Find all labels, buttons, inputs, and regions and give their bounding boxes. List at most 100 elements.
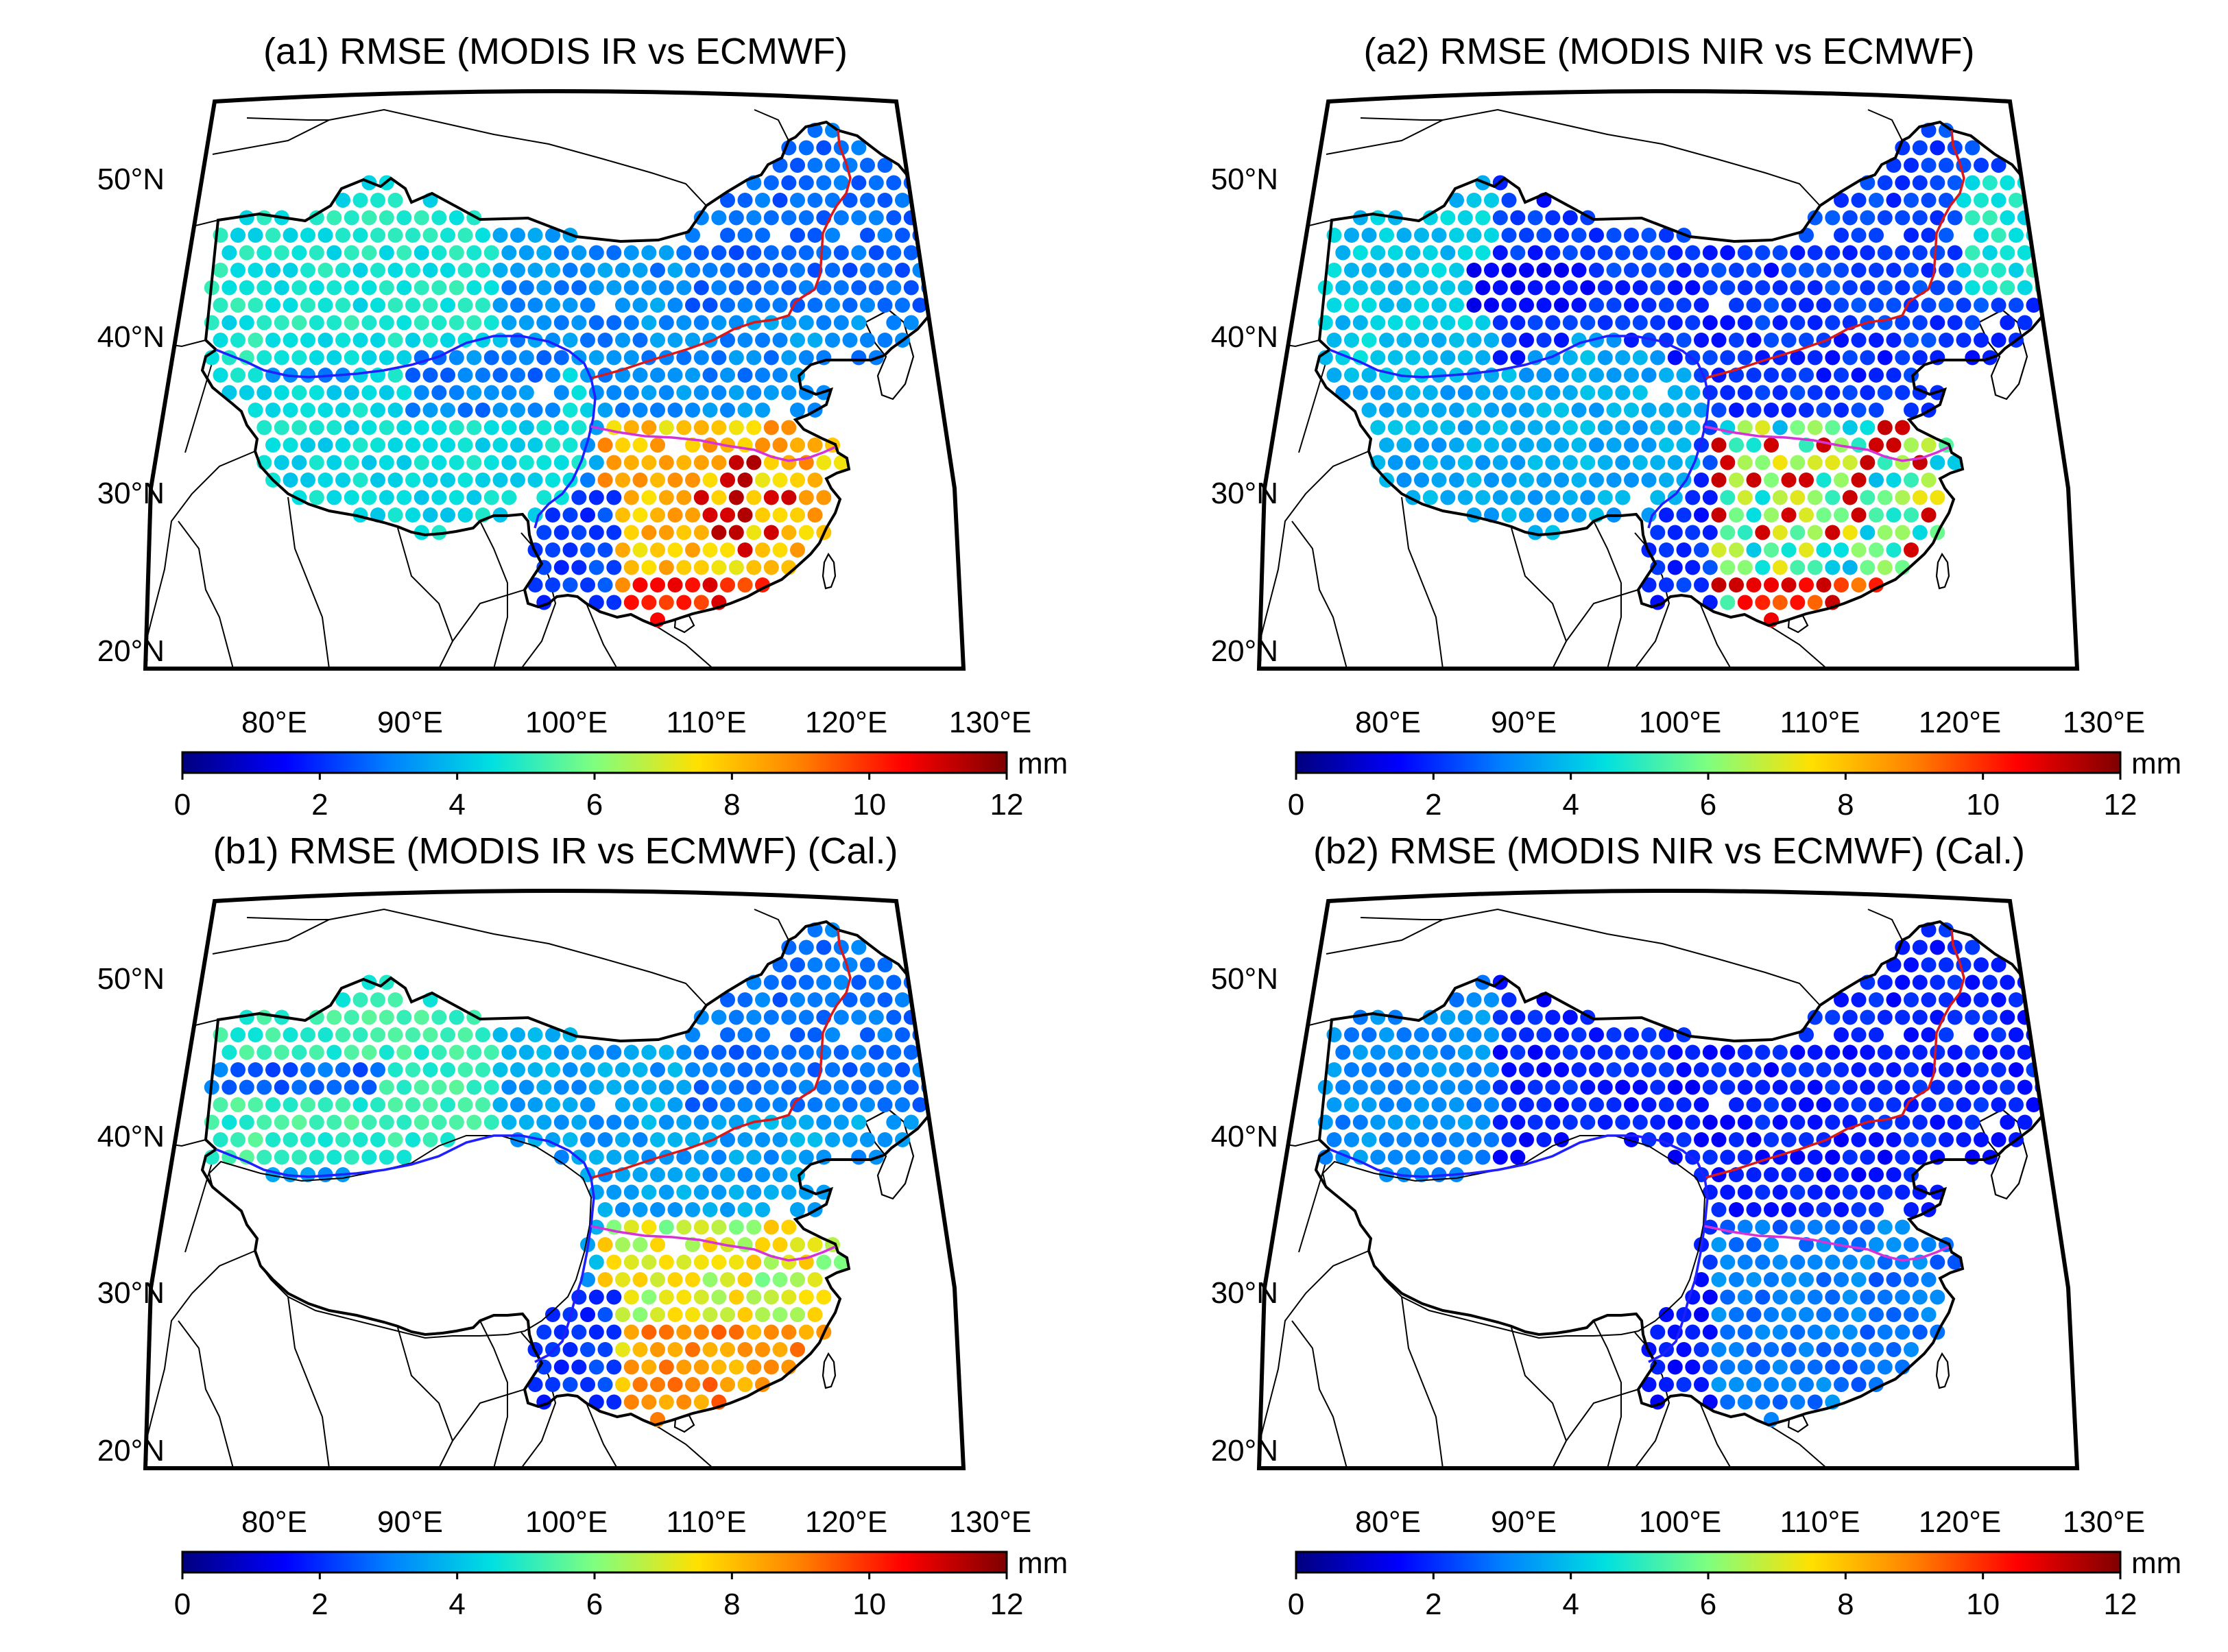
rmse-point <box>361 245 377 261</box>
rmse-point <box>1877 1009 1893 1025</box>
rmse-point <box>1484 438 1499 453</box>
rmse-point <box>1510 420 1526 435</box>
rmse-point <box>868 1009 884 1025</box>
rmse-point <box>1834 228 1849 243</box>
rmse-point <box>755 228 770 243</box>
rmse-point <box>318 472 333 488</box>
blue-boundary-line <box>1329 1134 1709 1363</box>
rmse-point <box>1746 1062 1762 1077</box>
rmse-point <box>825 957 840 972</box>
rmse-point <box>930 1062 945 1077</box>
red-boundary-line <box>589 929 852 1180</box>
rmse-point <box>283 472 298 488</box>
rmse-point <box>1422 1044 1438 1060</box>
rmse-point <box>676 1184 692 1200</box>
rmse-point <box>291 1114 307 1130</box>
rmse-point <box>1676 298 1692 313</box>
colorbar-tick-label: 0 <box>174 1588 191 1621</box>
country-border <box>1401 496 1444 669</box>
rmse-point <box>1869 577 1884 592</box>
rmse-point <box>1746 1237 1762 1252</box>
rmse-point <box>1440 385 1456 400</box>
rmse-point <box>553 315 569 331</box>
rmse-point <box>1895 315 1910 331</box>
rmse-point <box>370 1027 385 1042</box>
country-border <box>654 625 714 669</box>
rmse-point <box>597 1062 613 1077</box>
rmse-point <box>650 368 665 383</box>
rmse-point <box>1387 420 1403 435</box>
rmse-point <box>1764 1237 1779 1252</box>
rmse-point <box>1667 560 1683 575</box>
country-border <box>246 917 329 920</box>
rmse-point <box>1834 193 1849 208</box>
rmse-point <box>1755 1219 1771 1235</box>
rmse-point <box>1676 1062 1692 1077</box>
country-border <box>397 1327 454 1468</box>
rmse-point <box>1659 1097 1674 1112</box>
rmse-point <box>1510 490 1526 505</box>
rmse-point <box>1912 175 1928 191</box>
rmse-point <box>1781 263 1797 278</box>
rmse-point <box>326 1114 342 1130</box>
rmse-point <box>1449 403 1464 418</box>
rmse-point <box>1895 1114 1910 1130</box>
rmse-point <box>728 1149 744 1165</box>
rmse-point <box>1904 263 1919 278</box>
colorbar-unit: mm <box>1018 747 1068 780</box>
rmse-point <box>1904 1027 1919 1042</box>
rmse-point <box>1974 158 1989 173</box>
rmse-point <box>1720 315 1736 331</box>
rmse-point <box>658 490 674 505</box>
rmse-point <box>1659 228 1674 243</box>
rmse-point <box>1869 1027 1884 1042</box>
country-border <box>452 1389 525 1441</box>
rmse-point <box>1624 263 1639 278</box>
rmse-point <box>1799 1377 1814 1392</box>
rmse-point <box>1650 1044 1666 1060</box>
rmse-point <box>1519 1062 1534 1077</box>
rmse-point <box>720 263 735 278</box>
rmse-point <box>335 1062 350 1077</box>
rmse-point <box>1624 1027 1639 1042</box>
rmse-point <box>1895 1289 1910 1305</box>
rmse-point <box>335 333 350 348</box>
rmse-point <box>1869 228 1884 243</box>
rmse-point <box>1956 333 1972 348</box>
rmse-point <box>1965 245 1980 261</box>
rmse-point <box>1877 280 1893 296</box>
rmse-point <box>344 1079 359 1095</box>
rmse-point <box>300 228 315 243</box>
rmse-point <box>781 245 797 261</box>
rmse-point <box>1904 228 1919 243</box>
rmse-point <box>798 315 814 331</box>
rmse-point <box>1755 560 1771 575</box>
rmse-point <box>1615 1114 1631 1130</box>
rmse-point <box>1860 1289 1876 1305</box>
rmse-point <box>1886 1237 1902 1252</box>
rmse-point <box>667 472 683 488</box>
data-points <box>1317 922 2077 1427</box>
rmse-point <box>405 298 420 313</box>
rmse-point <box>1860 1009 1876 1025</box>
lat-label: 40°N <box>1211 320 1278 354</box>
lat-label: 30°N <box>97 1276 165 1310</box>
rmse-point <box>1335 245 1351 261</box>
rmse-point <box>1877 420 1893 435</box>
rmse-point <box>387 1132 403 1147</box>
rmse-point <box>1764 1062 1779 1077</box>
rmse-point <box>1921 263 1937 278</box>
colorbar-tick-label: 4 <box>1562 1588 1579 1621</box>
rmse-point <box>676 1149 692 1165</box>
rmse-point <box>763 350 779 366</box>
rmse-point <box>2061 263 2076 278</box>
rmse-point <box>842 298 858 313</box>
rmse-point <box>755 1167 770 1182</box>
rmse-point <box>685 1237 700 1252</box>
rmse-point <box>1982 974 1998 990</box>
rmse-point <box>274 245 289 261</box>
rmse-point <box>1869 193 1884 208</box>
rmse-point <box>1492 245 1508 261</box>
rmse-point <box>597 1342 613 1357</box>
rmse-point <box>833 1009 849 1025</box>
